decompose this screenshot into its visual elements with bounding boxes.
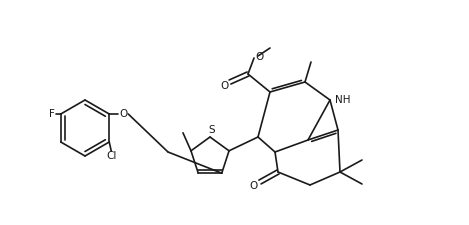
Text: F: F [49, 109, 55, 119]
Text: O: O [119, 109, 128, 119]
Text: Cl: Cl [106, 151, 116, 161]
Text: O: O [249, 181, 257, 191]
Text: S: S [209, 125, 215, 135]
Text: NH: NH [335, 95, 351, 105]
Text: O: O [220, 81, 228, 91]
Text: O: O [255, 52, 263, 62]
